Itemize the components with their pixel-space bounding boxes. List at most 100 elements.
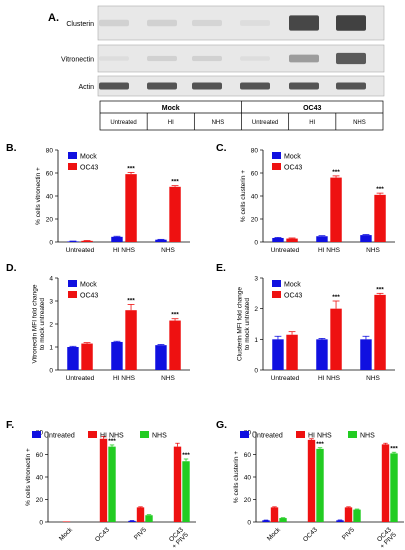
bar <box>67 241 79 242</box>
bar <box>272 237 284 242</box>
y-tick-label: 3 <box>49 299 53 306</box>
chart-b: B. 0 20 40 60 80 % cells vitronectin + Untreate… <box>6 142 190 254</box>
legend-swatch <box>272 291 281 298</box>
panel-letter: E. <box>216 262 226 274</box>
significance-label: *** <box>376 186 384 193</box>
blot-band <box>192 19 222 27</box>
bar <box>108 446 116 522</box>
category-label: Mock <box>58 526 74 542</box>
legend-swatch <box>140 431 149 438</box>
bar <box>99 438 108 522</box>
legend-label: Mock <box>80 154 97 161</box>
panel-a-letter: A. <box>48 12 59 24</box>
legend-swatch <box>68 152 77 159</box>
bar <box>67 347 79 370</box>
legend-swatch <box>296 431 305 438</box>
blot-band <box>289 82 319 90</box>
blot-band <box>147 19 177 27</box>
y-axis-label: Vitronectin MFI fold changeto mock untre… <box>32 284 47 363</box>
bar <box>316 339 328 370</box>
legend-swatch <box>68 291 77 298</box>
category-label: HI NHS <box>113 375 136 382</box>
category-label: NHS <box>366 247 380 254</box>
panel-letter: F. <box>6 419 14 431</box>
lane-label: NHS <box>353 120 366 126</box>
blot-row-label: Vitronectin <box>61 57 94 64</box>
lane-label: NHS <box>212 120 225 126</box>
legend-label: OC43 <box>80 293 98 300</box>
blot-band <box>336 52 366 65</box>
significance-label: *** <box>182 452 190 459</box>
bar <box>381 444 390 522</box>
y-tick-label: 20 <box>244 497 252 504</box>
legend-label: Untreated <box>44 433 75 440</box>
bar <box>125 174 137 242</box>
y-tick-label: 0 <box>39 520 43 527</box>
bar <box>136 507 145 522</box>
legend-label: OC43 <box>284 293 302 300</box>
bar <box>111 236 123 242</box>
y-tick-label: 40 <box>36 475 44 482</box>
bar <box>81 240 93 242</box>
lane-label: HI <box>309 120 315 126</box>
y-tick-label: 60 <box>46 171 54 178</box>
y-tick-label: 2 <box>254 306 258 313</box>
blot-band <box>99 56 129 61</box>
bar <box>279 518 287 522</box>
category-label: OC43+ PIV5 <box>374 526 398 550</box>
significance-label: *** <box>171 179 179 186</box>
bar <box>286 334 298 370</box>
y-tick-label: 40 <box>244 475 252 482</box>
significance-label: *** <box>332 169 340 176</box>
bar <box>330 308 342 370</box>
blot-band <box>336 82 366 90</box>
legend-label: OC43 <box>284 165 302 172</box>
category-label: Untreated <box>66 375 95 382</box>
y-tick-label: 4 <box>49 276 53 283</box>
legend-label: NHS <box>360 433 375 440</box>
category-label: PIV5 <box>341 526 356 541</box>
blot-band <box>147 82 177 90</box>
category-label: PIV5 <box>133 526 148 541</box>
lane-group-label: Mock <box>162 105 180 112</box>
bar <box>81 343 93 370</box>
legend-label: NHS <box>152 433 167 440</box>
bar <box>125 310 137 370</box>
blot-band <box>336 15 366 31</box>
y-axis-label: % cells vitronectin + <box>35 167 42 225</box>
bar <box>316 448 324 522</box>
y-axis-label: % cells clusterin + <box>240 170 247 222</box>
legend-label: HI NHS <box>100 433 124 440</box>
bar <box>374 194 386 242</box>
bar <box>374 294 386 370</box>
bar <box>62 521 71 522</box>
category-label: OC43 <box>302 526 319 543</box>
significance-label: *** <box>390 445 398 452</box>
legend-swatch <box>68 163 77 170</box>
legend-label: Mock <box>284 154 301 161</box>
y-tick-label: 1 <box>254 337 258 344</box>
legend-swatch <box>348 431 357 438</box>
blot-band <box>99 19 129 27</box>
y-axis-label: % cells vitronectin + <box>25 448 32 506</box>
bar <box>182 461 190 522</box>
y-tick-label: 0 <box>254 240 258 247</box>
bar <box>286 238 298 242</box>
legend-swatch <box>240 431 249 438</box>
blot-band <box>240 82 270 90</box>
bar <box>169 186 181 242</box>
category-label: HI NHS <box>318 375 341 382</box>
blot-band <box>289 54 319 63</box>
category-label: HI NHS <box>318 247 341 254</box>
bar <box>272 339 284 370</box>
bar <box>155 239 167 242</box>
bar <box>173 446 182 522</box>
bar <box>360 235 372 242</box>
bar <box>330 177 342 242</box>
significance-label: *** <box>108 438 116 445</box>
bar <box>155 345 167 370</box>
blot-band <box>192 55 222 62</box>
legend-label: HI NHS <box>308 433 332 440</box>
